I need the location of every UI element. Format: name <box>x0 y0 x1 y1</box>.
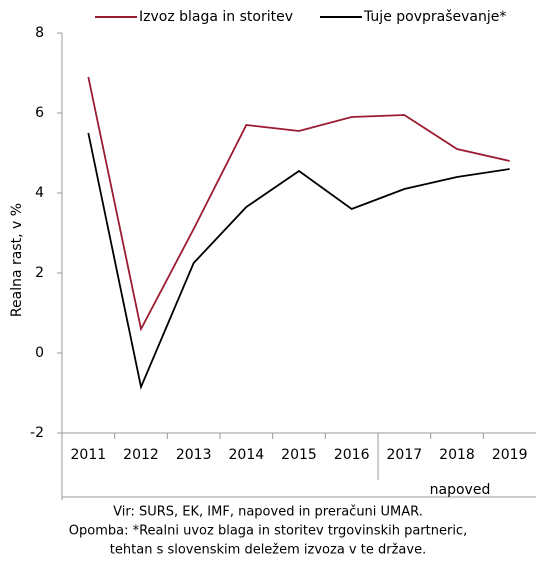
y-tick-label: -2 <box>30 425 44 441</box>
x-tick-label: 2015 <box>281 447 317 463</box>
x-tick-label: 2017 <box>387 447 423 463</box>
series-line <box>87 76 510 332</box>
x-tick-label: 2013 <box>176 447 212 463</box>
note: Vir: SURS, EK, IMF, napoved in preračuni… <box>113 505 423 520</box>
x-tick-label: 2011 <box>71 447 107 463</box>
legend-label: Tuje povpraševanje* <box>363 9 506 25</box>
x-tick-label: 2019 <box>492 447 528 463</box>
y-tick-label: 0 <box>35 345 44 361</box>
x-tick-label: 2012 <box>123 447 159 463</box>
y-tick-label: 4 <box>35 185 44 201</box>
y-tick-label: 2 <box>35 265 44 281</box>
note: Opomba: *Realni uvoz blaga in storitev t… <box>69 524 467 539</box>
series-line <box>87 132 510 391</box>
y-tick-label: 8 <box>35 25 44 41</box>
legend-label: Izvoz blaga in storitev <box>139 9 293 25</box>
y-tick-label: 6 <box>35 105 44 121</box>
forecast-label: napoved <box>430 482 491 498</box>
y-axis-label: Realna rast, v % <box>9 203 25 317</box>
x-tick-label: 2014 <box>229 447 265 463</box>
x-tick-label: 2018 <box>439 447 475 463</box>
note: tehtan s slovenskim deležem izvoza v te … <box>110 543 426 558</box>
x-tick-label: 2016 <box>334 447 370 463</box>
